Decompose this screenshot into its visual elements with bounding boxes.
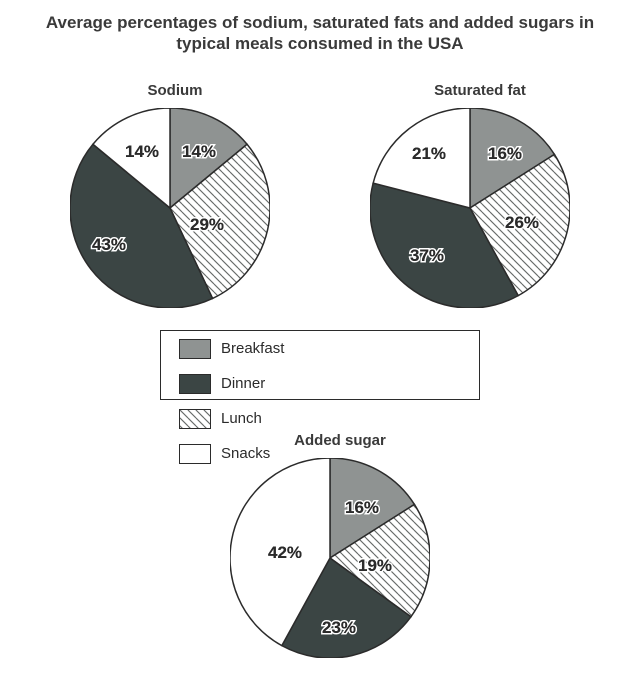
slice-label-sugar-dinner: 23%23% [322, 618, 356, 638]
legend-swatch-lunch [179, 409, 211, 429]
slice-label-sodium-breakfast: 14%14% [182, 142, 216, 162]
slice-label-sodium-dinner: 43%43% [92, 235, 126, 255]
slice-label-sodium-snacks: 14%14% [125, 142, 159, 162]
pie-sugar: 16%16% 19%19% 23%23% 42%42% [230, 458, 430, 658]
legend-box: BreakfastDinnerLunchSnacks [160, 330, 480, 400]
chart-title-sugar: Added sugar [260, 432, 420, 449]
chart-title-sodium: Sodium [115, 82, 235, 99]
legend-label-breakfast: Breakfast [221, 340, 284, 357]
chart-title-satfat: Saturated fat [400, 82, 560, 99]
slice-label-sugar-lunch: 19%19% [358, 556, 392, 576]
legend-swatch-snacks [179, 444, 211, 464]
legend-label-lunch: Lunch [221, 410, 262, 427]
legend-swatch-dinner [179, 374, 211, 394]
slice-label-sugar-breakfast: 16%16% [345, 498, 379, 518]
legend-item-breakfast: Breakfast [161, 331, 321, 366]
slice-label-satfat-snacks: 21%21% [412, 144, 446, 164]
legend-swatch-breakfast [179, 339, 211, 359]
legend-item-dinner: Dinner [161, 366, 321, 401]
slice-label-satfat-breakfast: 16%16% [488, 144, 522, 164]
legend-label-dinner: Dinner [221, 375, 265, 392]
pie-sodium: 14%14% 29%29% 43%43% 14%14% [70, 108, 270, 308]
slice-label-sodium-lunch: 29%29% [190, 215, 224, 235]
page-title: Average percentages of sodium, saturated… [0, 12, 640, 55]
slice-label-sugar-snacks: 42%42% [268, 543, 302, 563]
slice-label-satfat-dinner: 37%37% [410, 246, 444, 266]
pie-satfat: 16%16% 26%26% 37%37% 21%21% [370, 108, 570, 308]
legend-item-lunch: Lunch [161, 401, 321, 436]
slice-label-satfat-lunch: 26%26% [505, 213, 539, 233]
